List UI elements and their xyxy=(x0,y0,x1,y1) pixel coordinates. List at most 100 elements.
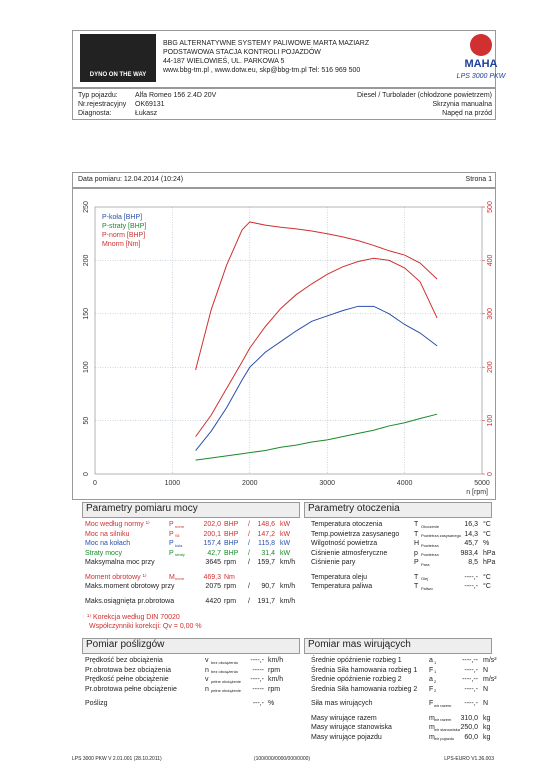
param-sym: F xyxy=(429,700,434,707)
y-tick-label: 150 xyxy=(83,308,90,320)
maha-emblem xyxy=(470,34,492,56)
section-header xyxy=(82,502,300,518)
param-u1: °C xyxy=(483,521,491,528)
footer-text: (100/000/0000/000/0000) xyxy=(253,756,311,762)
param-label: Straty mocy xyxy=(85,549,122,557)
param-sym: m xyxy=(429,714,435,722)
x-tick-label: 0 xyxy=(93,480,97,487)
param-v2: 115,8 xyxy=(258,540,275,547)
param-v1: ----,- xyxy=(464,583,478,590)
param-sub: Powietrza zasysanego xyxy=(421,533,462,538)
param-v1: ----,-- xyxy=(462,657,478,664)
param-u1: rpm xyxy=(224,597,237,605)
field-label: Diagnosta: xyxy=(78,110,112,117)
param-label: Ciśnienie pary xyxy=(311,559,356,566)
param-sep: / xyxy=(248,521,250,528)
note: Współczynniki korekcji: Qv = 0,00 % xyxy=(89,623,202,630)
param-u2: km/h xyxy=(280,559,296,566)
param-v1: ----,-- xyxy=(462,676,478,683)
param-u1: °C xyxy=(483,573,491,581)
param-v1: 157,4 xyxy=(203,540,221,547)
y-tick-label: 250 xyxy=(83,201,90,213)
y2-tick-label: 500 xyxy=(487,201,494,213)
param-sub: wir razem xyxy=(434,717,452,722)
param-u2: kW xyxy=(280,540,291,547)
param-sym: H xyxy=(414,540,420,547)
y-tick-label: 50 xyxy=(83,417,90,425)
param-sep: / xyxy=(248,597,250,605)
param-v1: 2075 xyxy=(205,583,221,590)
field-value: Alfa Romeo 156 2.4D 20V xyxy=(135,92,217,99)
param-v1: ----- xyxy=(252,685,264,693)
param-v2: 191,7 xyxy=(257,597,275,605)
param-v1: ----,- xyxy=(464,700,478,707)
x-tick-label: 3000 xyxy=(319,480,335,487)
footer-text: LPS 3000 PKW V 2.01.001 (28.10.2011) xyxy=(72,756,162,762)
param-v1: 14,3 xyxy=(464,530,478,538)
param-sym: n xyxy=(205,666,209,674)
param-v2: 147,2 xyxy=(257,530,275,538)
param-sub: Sil xyxy=(175,533,180,538)
param-u1: rpm xyxy=(224,559,237,566)
param-label: Maksymalna moc przy xyxy=(85,559,155,566)
param-sub: norm xyxy=(175,523,185,529)
date-frame xyxy=(72,172,496,188)
param-label: Poślizg xyxy=(85,700,108,707)
param-label: Moc na kołach xyxy=(85,540,131,547)
param-v1: ----- xyxy=(252,666,264,674)
param-label: Pr.obrotowa pełne obciążenie xyxy=(85,685,177,693)
param-v2: 31,4 xyxy=(261,549,275,557)
param-u1: rpm xyxy=(224,583,237,590)
param-v1: 4420 xyxy=(205,597,221,605)
page-number: Strona 1 xyxy=(465,176,492,183)
section-title: Pomiar poślizgów xyxy=(86,639,165,650)
param-v2: 148,6 xyxy=(257,521,275,528)
y2-tick-label: 200 xyxy=(487,361,494,373)
param-sub: norm xyxy=(175,576,185,581)
vehicle-frame xyxy=(72,88,496,120)
param-sub: wir razem xyxy=(434,702,452,708)
param-sym: v xyxy=(205,676,209,683)
model: LPS 3000 PKW xyxy=(456,73,506,80)
param-u2: kW xyxy=(280,521,291,528)
param-sep: / xyxy=(248,540,250,547)
section-title: Parametry pomiaru mocy xyxy=(86,503,198,514)
param-u1: °C xyxy=(483,583,491,590)
param-sub: 1 xyxy=(434,659,437,665)
brand: MAHA xyxy=(464,58,498,70)
y-tick-label: 200 xyxy=(83,254,90,266)
param-label: Masy wirujące pojazdu xyxy=(311,733,382,741)
field-value: Łukasz xyxy=(135,110,158,117)
param-u1: BHP xyxy=(224,540,239,547)
legend-entry: P-koła [BHP] xyxy=(102,214,142,221)
y2-tick-label: 100 xyxy=(487,415,494,427)
param-label: Siła mas wirujących xyxy=(311,700,373,707)
x-tick-label: 5000 xyxy=(474,480,490,487)
left-logo xyxy=(80,34,156,82)
header-frame xyxy=(72,30,496,88)
param-v1: 200,1 xyxy=(203,530,221,538)
param-label: Temp.powietrza zasysanego xyxy=(311,530,400,538)
param-u1: kg xyxy=(483,724,491,731)
param-v1: ----,- xyxy=(464,685,478,693)
param-sym: P xyxy=(414,559,419,566)
param-u2: km/h xyxy=(280,597,296,605)
param-v1: 250,0 xyxy=(460,724,478,731)
param-sym: T xyxy=(414,573,419,581)
vehicle-spec: Diesel / Turbolader (chłodzone powietrze… xyxy=(356,92,492,99)
param-label: Temperatura otoczenia xyxy=(311,521,383,528)
param-sym: T xyxy=(414,521,419,528)
section-header xyxy=(82,638,300,654)
footer-text: LPS-EURO V1.36.003 xyxy=(444,756,494,762)
param-u1: rpm xyxy=(268,666,281,674)
x-tick-label: 2000 xyxy=(242,480,258,487)
param-sep: / xyxy=(248,549,250,557)
param-v1: 310,0 xyxy=(460,714,478,722)
company-line: PODSTAWOWA STACJA KONTROLI POJAZDÓW xyxy=(163,49,321,56)
param-sub: 1 xyxy=(434,669,437,674)
param-u1: N xyxy=(483,685,489,693)
param-sep: / xyxy=(248,530,250,538)
param-label: Masy wirujące stanowiska xyxy=(311,724,392,731)
